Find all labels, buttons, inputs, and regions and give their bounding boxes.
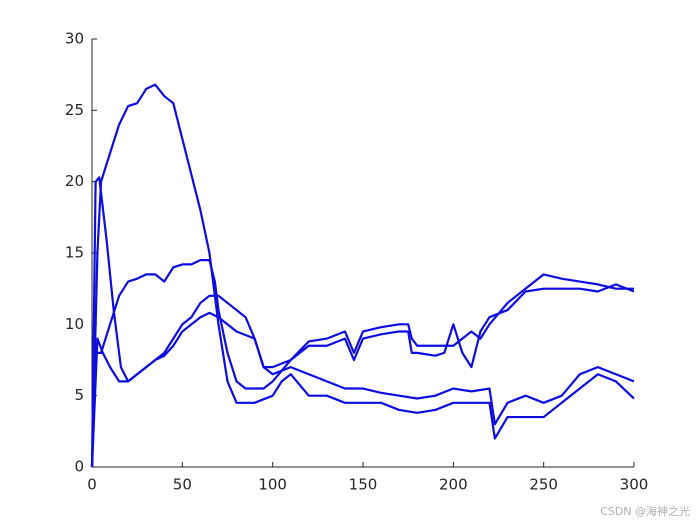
y-tick-label: 20: [65, 172, 84, 190]
x-tick-label: 0: [87, 476, 97, 494]
x-tick-label: 50: [173, 476, 192, 494]
series-line: [90, 259, 634, 468]
series-line: [90, 83, 635, 468]
x-tick-label: 100: [258, 476, 287, 494]
watermark: CSDN @海神之光: [600, 504, 690, 518]
x-tick-label: 250: [529, 476, 558, 494]
x-tick-label: 150: [349, 476, 378, 494]
y-tick-label: 15: [65, 244, 84, 262]
x-tick-label: 200: [439, 476, 468, 494]
y-tick-label: 25: [65, 101, 84, 119]
series-line: [90, 176, 635, 468]
y-tick-label: 30: [65, 30, 84, 48]
y-tick-label: 5: [74, 386, 84, 404]
y-tick-label: 0: [74, 458, 84, 476]
x-tick-label: 300: [620, 476, 649, 494]
y-tick-label: 10: [65, 315, 84, 333]
series-line: [90, 283, 635, 468]
